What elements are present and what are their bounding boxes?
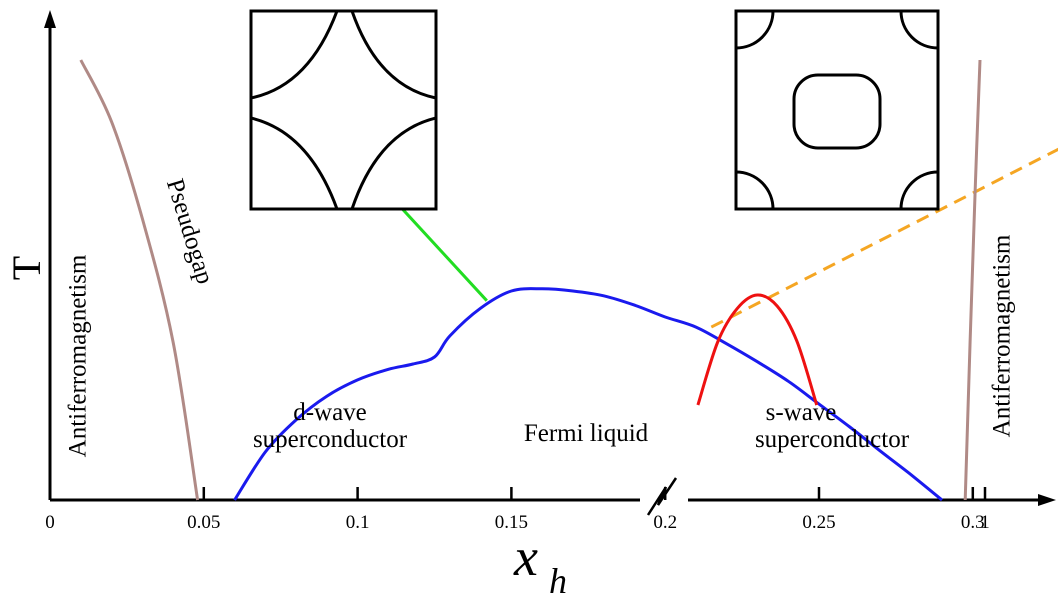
series-af-right xyxy=(963,59,982,501)
x-axis-arrow xyxy=(1038,494,1056,506)
y-axis-arrow xyxy=(44,10,56,28)
antiferromagnetism-right-label: Antiferromagnetism xyxy=(989,234,1016,437)
series-dwave-dome xyxy=(233,287,943,502)
x-tick-labels: 00.050.10.150.20.250.30.351 xyxy=(45,512,990,533)
x-tick-label-left-1: 0.05 xyxy=(187,512,220,533)
inset-dwave-frame xyxy=(249,9,438,211)
fermi-liquid-label: Fermi liquid xyxy=(524,420,649,447)
region-labels: Antiferromagnetism Pseudogap d-wave supe… xyxy=(65,176,1016,458)
inset-swave-frame xyxy=(734,9,940,211)
inset-dwave-arc-top-left xyxy=(251,11,339,100)
y-axis-label: T xyxy=(4,256,49,280)
x-axis-label: x h xyxy=(513,527,567,596)
x-axis-label-main: x xyxy=(513,527,538,587)
x-axis-label-subscript: h xyxy=(549,561,567,596)
inset-dwave-arc-bottom-left xyxy=(251,116,339,209)
x-axis-break-mark xyxy=(646,477,678,516)
x-tick-label-left-6: 0.3 xyxy=(961,512,985,533)
inset-dwave-arc-bottom-right xyxy=(350,116,436,209)
pseudogap-label: Pseudogap xyxy=(161,176,218,287)
swave-label-line1: s-wave xyxy=(766,399,837,426)
inset-fermi-surface-swave xyxy=(734,9,940,211)
inset-swave-corner-top-left xyxy=(736,11,775,50)
x-tick-label-left-2: 0.1 xyxy=(346,512,370,533)
dwave-label-line2: superconductor xyxy=(253,426,408,453)
inset-dwave-arc-top-right xyxy=(350,11,436,100)
inset-fermi-surface-dwave xyxy=(249,9,438,211)
series-af-left xyxy=(79,59,200,501)
x-tick-label-left-5: 0.25 xyxy=(802,512,835,533)
x-tick-label-left-3: 0.15 xyxy=(495,512,528,533)
inset-swave-corner-bottom-right xyxy=(899,170,938,209)
inset-swave-corner-bottom-left xyxy=(736,170,775,209)
series-crossover xyxy=(710,147,1058,329)
axes xyxy=(44,10,1056,516)
x-tick-label-right-0: 1 xyxy=(980,512,990,533)
x-tick-label-left-4: 0.2 xyxy=(653,512,677,533)
series-swave-dome xyxy=(696,293,819,406)
dwave-label-line1: d-wave xyxy=(293,399,367,426)
x-tick-label-left-0: 0 xyxy=(45,512,55,533)
antiferromagnetism-left-label: Antiferromagnetism xyxy=(65,254,92,457)
swave-label-line2: superconductor xyxy=(755,426,910,453)
x-ticks xyxy=(48,487,987,500)
inset-swave-center-pocket xyxy=(792,73,882,150)
inset-swave-corner-top-right xyxy=(899,11,938,50)
